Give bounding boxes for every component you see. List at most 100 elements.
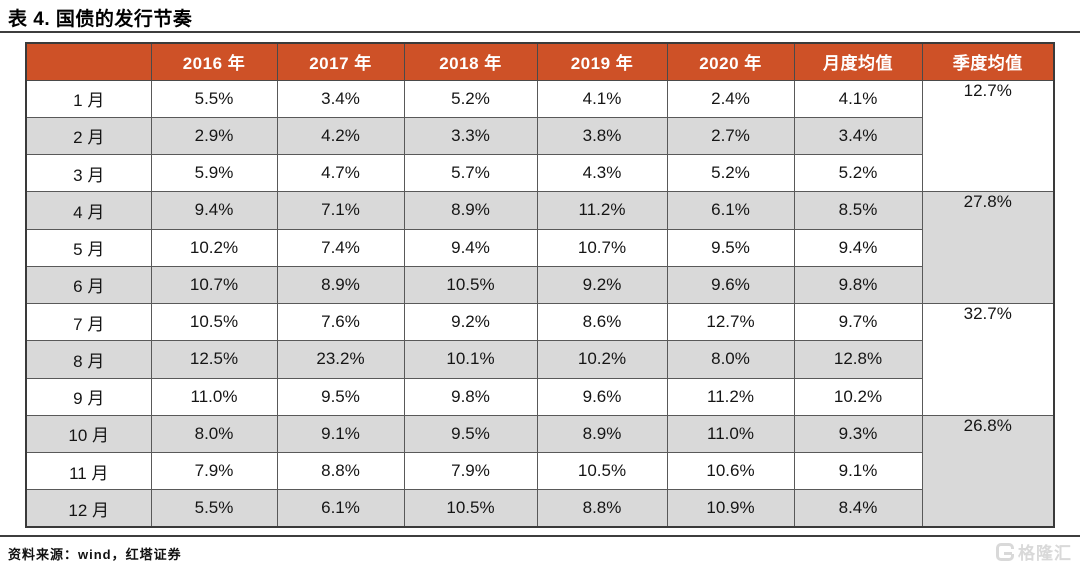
table-cell: 9.5%	[403, 414, 538, 454]
table-cell: 8.9%	[403, 191, 538, 230]
table-cell: 10.2%	[793, 377, 923, 416]
table-cell: 2.9%	[150, 116, 278, 156]
row-header-month: 3 月	[25, 153, 152, 193]
column-header: 2020 年	[666, 42, 795, 81]
table-cell: 9.6%	[536, 377, 668, 416]
table-cell: 8.5%	[793, 191, 923, 230]
table-cell: 4.1%	[536, 79, 668, 118]
table-cell: 3.4%	[793, 116, 923, 156]
table-cell: 3.3%	[403, 116, 538, 156]
table-cell: 5.2%	[666, 153, 795, 193]
table-cell: 11.0%	[150, 377, 278, 416]
row-header-month: 12 月	[25, 489, 152, 528]
table-cell: 3.8%	[536, 116, 668, 156]
table-cell: 9.5%	[276, 377, 405, 416]
table-row: 1 月 5.5% 3.4% 5.2% 4.1% 2.4% 4.1% 12.7%	[25, 79, 1055, 193]
table-cell: 11.2%	[536, 191, 668, 230]
table-cell: 5.2%	[403, 79, 538, 118]
table-cell: 9.1%	[276, 414, 405, 454]
table-row: 7 月 10.5% 7.6% 9.2% 8.6% 12.7% 9.7% 32.7%	[25, 302, 1055, 416]
table-cell: 9.4%	[403, 228, 538, 267]
table-cell: 5.2%	[793, 153, 923, 193]
table-cell: 9.8%	[403, 377, 538, 416]
quarter-average-cell: 12.7%	[921, 79, 1055, 193]
row-header-month: 5 月	[25, 228, 152, 267]
table-cell: 8.6%	[536, 302, 668, 342]
watermark-brand: 格隆汇	[1018, 544, 1072, 563]
table-cell: 12.7%	[666, 302, 795, 342]
table-row: 4 月 9.4% 7.1% 8.9% 11.2% 6.1% 8.5% 27.8%	[25, 191, 1055, 304]
title-divider	[0, 31, 1080, 33]
quarter-average-cell: 27.8%	[921, 191, 1055, 304]
table-cell: 8.9%	[536, 414, 668, 454]
row-header-month: 11 月	[25, 451, 152, 491]
table-cell: 12.5%	[150, 340, 278, 379]
table-cell: 6.1%	[666, 191, 795, 230]
table-cell: 7.4%	[276, 228, 405, 267]
table-cell: 7.9%	[403, 451, 538, 491]
table-cell: 9.5%	[666, 228, 795, 267]
column-header: 2018 年	[403, 42, 538, 81]
table-cell: 9.1%	[793, 451, 923, 491]
table-cell: 10.6%	[666, 451, 795, 491]
table-row: 12 月 5.5% 6.1% 10.5% 8.8% 10.9% 8.4%	[25, 489, 1054, 528]
table-row: 6 月 10.7% 8.9% 10.5% 9.2% 9.6% 9.8%	[25, 265, 1054, 305]
table-cell: 23.2%	[276, 340, 405, 379]
table-cell: 9.8%	[793, 265, 923, 305]
table-cell: 12.8%	[793, 340, 923, 379]
table-cell: 5.9%	[150, 153, 278, 193]
table-body: 1 月 5.5% 3.4% 5.2% 4.1% 2.4% 4.1% 12.7% 2 月 2.9% 4…	[25, 79, 1055, 528]
table-cell: 9.6%	[666, 265, 795, 305]
column-header: 2016 年	[150, 42, 278, 81]
table-cell: 2.4%	[666, 79, 795, 118]
table-cell: 10.5%	[403, 489, 538, 528]
table-cell: 5.5%	[150, 489, 278, 528]
header-row: 2016 年 2017 年 2018 年 2019 年 2020 年月度均值 季度均值	[25, 42, 1055, 81]
table-row: 10 月 8.0% 9.1% 9.5% 8.9% 11.0% 9.3% 26.8%	[25, 414, 1055, 528]
table-cell: 8.8%	[276, 451, 405, 491]
table-row: 8 月 12.5% 23.2% 10.1% 10.2% 8.0% 12.8%	[25, 340, 1054, 379]
row-header-month: 4 月	[25, 191, 152, 230]
table-cell: 8.9%	[276, 265, 405, 305]
table-cell: 10.7%	[150, 265, 278, 305]
table-cell: 10.7%	[536, 228, 668, 267]
table-cell: 8.8%	[536, 489, 668, 528]
table-cell: 10.2%	[150, 228, 278, 267]
table-cell: 2.7%	[666, 116, 795, 156]
table-cell: 9.4%	[793, 228, 923, 267]
table-cell: 7.9%	[150, 451, 278, 491]
table-row: 9 月 11.0% 9.5% 9.8% 9.6% 11.2% 10.2%	[25, 377, 1054, 416]
table-cell: 4.1%	[793, 79, 923, 118]
row-header-month: 6 月	[25, 265, 152, 305]
table-cell: 10.9%	[666, 489, 795, 528]
table-header: 2016 年 2017 年 2018 年 2019 年 2020 年月度均值 季度均值	[25, 42, 1055, 81]
quarter-average-cell: 32.7%	[921, 303, 1055, 416]
table-row: 3 月 5.9% 4.7% 5.7% 4.3% 5.2% 5.2%	[25, 153, 1054, 193]
column-header-month	[25, 42, 152, 81]
table-row: 2 月 2.9% 4.2% 3.3% 3.8% 2.7% 3.4%	[25, 116, 1054, 156]
table-cell: 10.1%	[403, 340, 538, 379]
table-cell: 10.5%	[536, 451, 668, 491]
row-header-month: 2 月	[25, 116, 152, 156]
table-cell: 7.6%	[276, 302, 405, 342]
table-cell: 5.7%	[403, 153, 538, 193]
table-cell: 3.4%	[276, 79, 405, 118]
column-header: 2019 年	[536, 42, 668, 81]
row-header-month: 8 月	[25, 340, 152, 379]
column-header: 2017 年	[276, 42, 405, 81]
table-row: 11 月 7.9% 8.8% 7.9% 10.5% 10.6% 9.1%	[25, 451, 1054, 491]
table-cell: 9.2%	[403, 302, 538, 342]
bottom-divider	[0, 535, 1080, 537]
table-cell: 10.2%	[536, 340, 668, 379]
table-cell: 10.5%	[403, 265, 538, 305]
watermark: 格隆汇	[996, 539, 1072, 564]
table-cell: 9.7%	[793, 302, 923, 342]
table-cell: 10.5%	[150, 302, 278, 342]
table-cell: 11.0%	[666, 414, 795, 454]
table-cell: 9.3%	[793, 414, 923, 454]
issuance-table: 2016 年 2017 年 2018 年 2019 年 2020 年月度均值 季度均值 1…	[25, 42, 1055, 528]
quarter-average-cell: 26.8%	[921, 414, 1055, 528]
gelonghui-logo-icon	[996, 542, 1014, 561]
table-cell: 5.5%	[150, 79, 278, 118]
table-cell: 7.1%	[276, 191, 405, 230]
